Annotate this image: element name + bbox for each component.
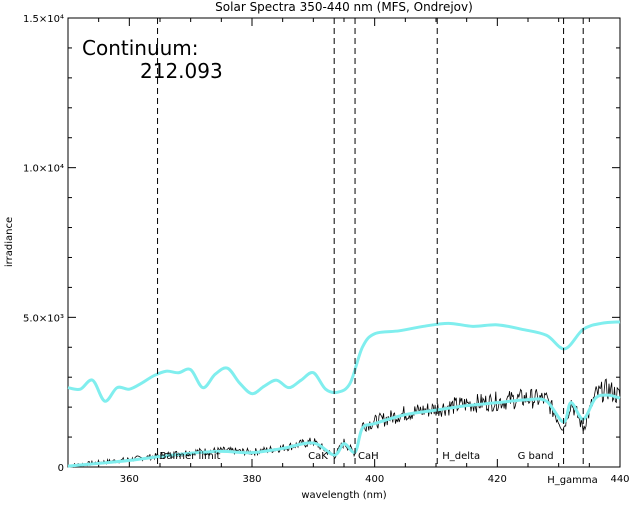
marker-label: Balmer limit: [160, 451, 221, 462]
x-axis-label: wavelength (nm): [301, 490, 386, 501]
marker-label: G band: [518, 451, 554, 462]
y-tick-label: 5.0×10³: [23, 313, 64, 324]
y-tick-label: 1.5×10⁴: [23, 14, 64, 25]
series-layer: [67, 320, 621, 468]
chart-title: Solar Spectra 350-440 nm (MFS, Ondrejov): [215, 0, 473, 14]
marker-label: H_gamma: [547, 475, 598, 486]
y-axis-ticks: 0 5.0×10³ 1.0×10⁴ 1.5×10⁴: [23, 14, 620, 474]
marker-label: CaK: [308, 451, 328, 462]
line-markers: Balmer limit CaK CaH H_delta G band H_gamma: [157, 18, 598, 486]
continuum-label: Continuum:: [82, 36, 199, 60]
marker-label: H_delta: [442, 451, 480, 462]
series-line-upper: [67, 320, 621, 403]
x-tick-label: 380: [242, 474, 261, 485]
y-tick-label: 0: [58, 463, 64, 474]
y-axis-label: irradiance: [4, 217, 15, 267]
x-tick-label: 440: [610, 474, 629, 485]
x-tick-label: 400: [365, 474, 384, 485]
continuum-value: 212.093: [140, 59, 223, 83]
y-tick-label: 1.0×10⁴: [23, 164, 64, 175]
marker-label: CaH: [358, 451, 379, 462]
series-line-smoothed: [67, 393, 621, 468]
x-axis-ticks: 360 380 400 420 440: [67, 18, 630, 485]
x-tick-label: 360: [120, 474, 139, 485]
x-tick-label: 420: [488, 474, 507, 485]
